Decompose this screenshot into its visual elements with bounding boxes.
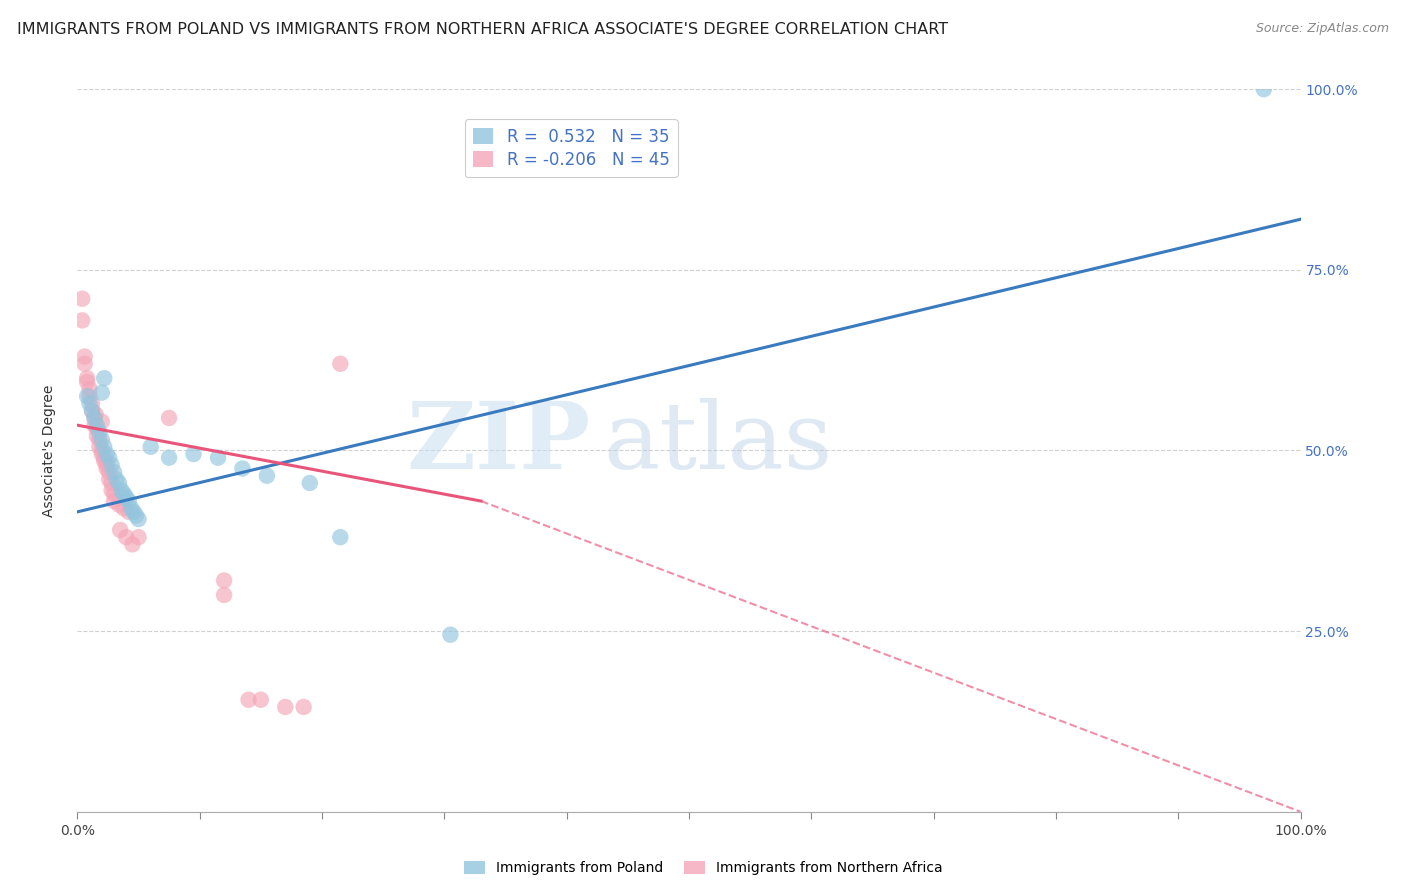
Point bbox=[100, 458, 122, 472]
Point bbox=[128, 530, 150, 544]
Point bbox=[89, 440, 111, 454]
Point bbox=[90, 447, 112, 461]
Point bbox=[122, 505, 145, 519]
Point bbox=[100, 483, 122, 498]
Point bbox=[118, 505, 141, 519]
Point bbox=[212, 588, 235, 602]
Point bbox=[183, 447, 205, 461]
Point bbox=[108, 475, 131, 490]
Point bbox=[86, 429, 108, 443]
Point bbox=[118, 494, 141, 508]
Point bbox=[83, 411, 105, 425]
Point bbox=[274, 700, 297, 714]
Point bbox=[73, 350, 96, 364]
Point bbox=[90, 443, 112, 458]
Point bbox=[112, 501, 135, 516]
Point bbox=[80, 396, 103, 410]
Point bbox=[115, 530, 138, 544]
Point bbox=[76, 389, 98, 403]
Point bbox=[98, 450, 121, 465]
Text: IMMIGRANTS FROM POLAND VS IMMIGRANTS FROM NORTHERN AFRICA ASSOCIATE'S DEGREE COR: IMMIGRANTS FROM POLAND VS IMMIGRANTS FRO… bbox=[17, 22, 948, 37]
Point bbox=[93, 371, 115, 385]
Point bbox=[250, 692, 273, 706]
Text: atlas: atlas bbox=[603, 398, 832, 488]
Point bbox=[98, 465, 121, 479]
Point bbox=[90, 385, 112, 400]
Point bbox=[96, 458, 118, 472]
Point bbox=[105, 472, 128, 486]
Point bbox=[70, 292, 93, 306]
Point bbox=[84, 407, 107, 421]
Point bbox=[93, 440, 115, 454]
Point bbox=[292, 700, 315, 714]
Point bbox=[238, 692, 260, 706]
Point bbox=[100, 475, 122, 490]
Point bbox=[98, 472, 121, 486]
Point bbox=[76, 375, 98, 389]
Point bbox=[70, 313, 93, 327]
Point bbox=[79, 396, 101, 410]
Point bbox=[121, 537, 143, 551]
Point bbox=[256, 468, 278, 483]
Point bbox=[120, 501, 142, 516]
Point bbox=[103, 494, 125, 508]
Point bbox=[86, 418, 108, 433]
Point bbox=[89, 425, 111, 440]
Point bbox=[80, 403, 103, 417]
Point bbox=[128, 512, 150, 526]
Point bbox=[96, 447, 118, 461]
Point bbox=[157, 411, 180, 425]
Text: Source: ZipAtlas.com: Source: ZipAtlas.com bbox=[1256, 22, 1389, 36]
Point bbox=[108, 498, 131, 512]
Legend: Immigrants from Poland, Immigrants from Northern Africa: Immigrants from Poland, Immigrants from … bbox=[458, 855, 948, 880]
Point bbox=[73, 357, 96, 371]
Point bbox=[439, 628, 461, 642]
Y-axis label: Associate's Degree: Associate's Degree bbox=[42, 384, 56, 516]
Point bbox=[231, 461, 253, 475]
Point bbox=[212, 574, 235, 588]
Point bbox=[125, 508, 148, 523]
Point bbox=[1253, 82, 1275, 96]
Point bbox=[157, 450, 180, 465]
Legend: R =  0.532   N = 35, R = -0.206   N = 45: R = 0.532 N = 35, R = -0.206 N = 45 bbox=[465, 120, 678, 177]
Point bbox=[79, 382, 101, 396]
Point bbox=[83, 418, 105, 433]
Point bbox=[80, 403, 103, 417]
Point bbox=[139, 440, 162, 454]
Point bbox=[79, 389, 101, 403]
Point bbox=[90, 433, 112, 447]
Text: ZIP: ZIP bbox=[406, 398, 591, 488]
Point bbox=[86, 422, 108, 436]
Point bbox=[83, 411, 105, 425]
Point bbox=[108, 523, 131, 537]
Point bbox=[207, 450, 229, 465]
Point bbox=[115, 491, 138, 505]
Point bbox=[103, 487, 125, 501]
Point bbox=[329, 530, 352, 544]
Point bbox=[298, 475, 321, 490]
Point bbox=[96, 461, 118, 475]
Point bbox=[103, 465, 125, 479]
Point bbox=[89, 433, 111, 447]
Point bbox=[112, 487, 135, 501]
Point bbox=[110, 483, 132, 498]
Point bbox=[93, 450, 115, 465]
Point bbox=[93, 454, 115, 468]
Point bbox=[90, 415, 112, 429]
Point bbox=[76, 371, 98, 385]
Point bbox=[329, 357, 352, 371]
